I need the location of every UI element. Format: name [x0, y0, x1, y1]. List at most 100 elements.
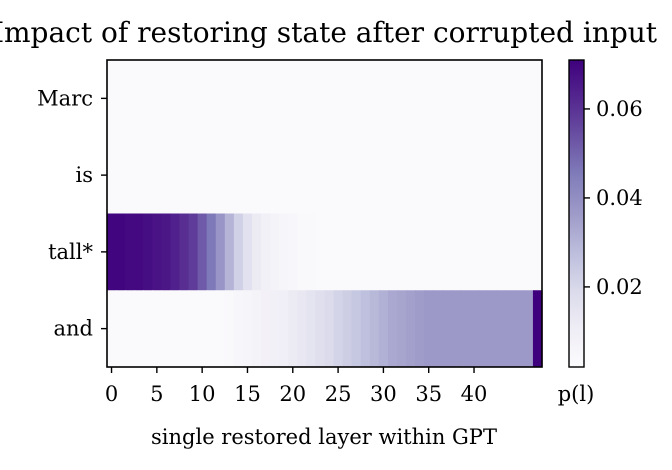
- x-tick-label: 30: [370, 382, 397, 406]
- heatmap-cell: [469, 213, 480, 291]
- colorbar-tick-label: 0.02: [596, 275, 643, 299]
- heatmap-cell: [369, 136, 380, 214]
- heatmap-cell: [215, 60, 226, 138]
- heatmap-cell: [288, 136, 298, 214]
- heatmap-cell: [387, 213, 398, 291]
- heatmap-cell: [279, 290, 289, 368]
- heatmap-cell: [161, 290, 172, 368]
- heatmap-cell: [188, 60, 199, 138]
- colorbar-tick-label: 0.06: [596, 97, 643, 121]
- heatmap-cell: [188, 213, 199, 291]
- heatmap-cell: [523, 60, 534, 138]
- heatmap-cell: [215, 290, 226, 368]
- heatmap-cell: [514, 136, 525, 214]
- y-tick-label: tall*: [48, 240, 93, 264]
- heatmap-cell: [143, 136, 153, 214]
- heatmap-cell: [224, 60, 235, 138]
- heatmap-cell: [523, 213, 534, 291]
- heatmap-cell: [397, 213, 407, 291]
- heatmap-cell: [324, 213, 335, 291]
- heatmap-cell: [469, 136, 480, 214]
- heatmap-cell: [351, 213, 362, 291]
- heatmap-cell: [261, 136, 271, 214]
- heatmap-cell: [279, 136, 289, 214]
- heatmap-cell: [242, 290, 253, 368]
- heatmap-cell: [315, 136, 326, 214]
- heatmap-cell: [315, 290, 326, 368]
- x-tick-label: 0: [105, 382, 118, 406]
- heatmap-cell: [270, 290, 280, 368]
- heatmap-cell: [532, 60, 543, 138]
- heatmap-cell: [433, 136, 443, 214]
- heatmap-cell: [378, 213, 389, 291]
- heatmap-cell: [252, 213, 262, 291]
- heatmap-cell: [315, 213, 326, 291]
- heatmap-cell: [487, 136, 498, 214]
- heatmap-cell: [116, 60, 126, 138]
- heatmap-cell: [451, 60, 462, 138]
- heatmap-cell: [279, 60, 289, 138]
- heatmap-cell: [415, 60, 425, 138]
- heatmap-cell: [342, 213, 353, 291]
- heatmap-cell: [351, 60, 362, 138]
- heatmap-cell: [252, 136, 262, 214]
- heatmap-cell: [442, 213, 452, 291]
- heatmap-cell: [387, 60, 398, 138]
- heatmap-cell: [170, 290, 181, 368]
- heatmap-cell: [152, 213, 162, 291]
- heatmap-cell: [134, 136, 144, 214]
- heatmap-cell: [478, 60, 489, 138]
- y-tick-label: is: [76, 163, 94, 187]
- heatmap-cell: [224, 213, 235, 291]
- heatmap-cell: [297, 60, 307, 138]
- chart-title: Impact of restoring state after corrupte…: [0, 16, 658, 49]
- heatmap-cell: [206, 213, 217, 291]
- heatmap-cell: [496, 290, 507, 368]
- heatmap-cell: [116, 136, 126, 214]
- heatmap-cell: [514, 213, 525, 291]
- heatmap-cell: [406, 136, 416, 214]
- heatmap-cell: [333, 290, 344, 368]
- heatmap-cell: [125, 136, 135, 214]
- heatmap-cell: [333, 213, 344, 291]
- heatmap-cell: [333, 60, 344, 138]
- heatmap-cell: [496, 136, 507, 214]
- heatmap-cell: [215, 213, 226, 291]
- heatmap-cell: [315, 60, 326, 138]
- heatmap-cell: [424, 290, 434, 368]
- heatmap-cell: [288, 60, 298, 138]
- x-tick-label: 25: [325, 382, 352, 406]
- heatmap-cell: [116, 290, 126, 368]
- heatmap-cell: [378, 60, 389, 138]
- heatmap-cell: [387, 136, 398, 214]
- heatmap-cell: [279, 213, 289, 291]
- heatmap-cell: [460, 60, 471, 138]
- heatmap-cell: [252, 60, 262, 138]
- heatmap-cell: [478, 213, 489, 291]
- heatmap-cell: [442, 60, 452, 138]
- heatmap-cell: [442, 136, 452, 214]
- heatmap-cell: [242, 136, 253, 214]
- heatmap-cells: [107, 60, 543, 368]
- heatmap-cell: [242, 60, 253, 138]
- y-axis: Marc is tall* and: [37, 86, 107, 341]
- heatmap-cell: [378, 290, 389, 368]
- heatmap-cell: [342, 290, 353, 368]
- heatmap-cell: [469, 290, 480, 368]
- heatmap-cell: [324, 136, 335, 214]
- heatmap-cell: [297, 290, 307, 368]
- heatmap-cell: [179, 136, 190, 214]
- heatmap-cell: [433, 60, 443, 138]
- heatmap-cell: [433, 213, 443, 291]
- heatmap-cell: [270, 136, 280, 214]
- heatmap-cell: [197, 60, 208, 138]
- heatmap-cell: [487, 290, 498, 368]
- x-tick-label: 20: [279, 382, 306, 406]
- heatmap-cell: [397, 60, 407, 138]
- heatmap-cell: [125, 290, 135, 368]
- heatmap-cell: [378, 136, 389, 214]
- heatmap-cell: [360, 60, 371, 138]
- heatmap-cell: [369, 213, 380, 291]
- heatmap-cell: [233, 60, 244, 138]
- colorbar-ticks: 0.02 0.04 0.06: [584, 97, 643, 299]
